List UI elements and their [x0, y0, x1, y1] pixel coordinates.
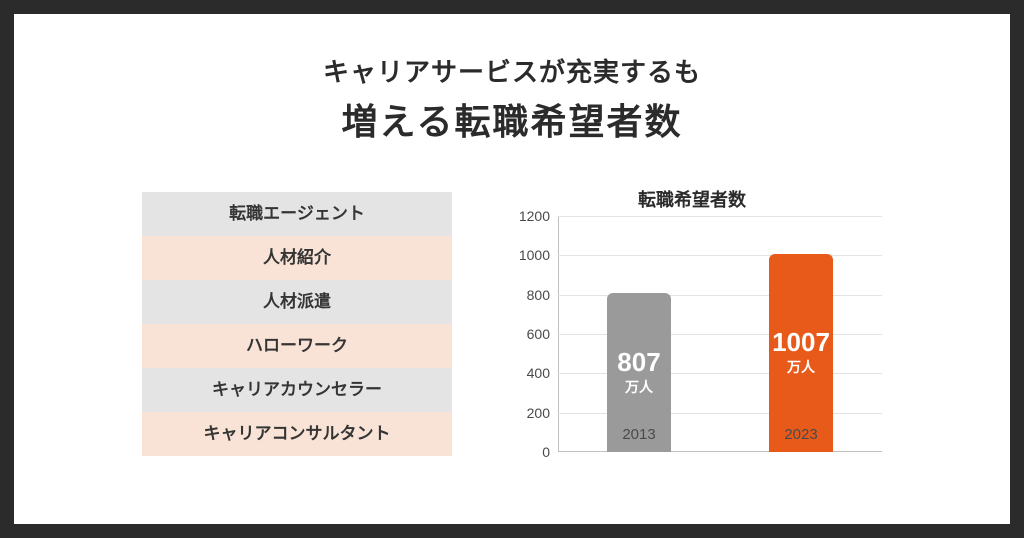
y-tick-label: 1200 [502, 208, 550, 224]
bar-value: 807 [617, 349, 660, 375]
y-tick-label: 400 [502, 365, 550, 381]
plot-area: 807万人1007万人 [558, 216, 882, 452]
y-axis: 020040060080010001200 [502, 216, 558, 452]
list-item: キャリアカウンセラー [142, 368, 452, 412]
y-tick-label: 0 [502, 444, 550, 460]
bar: 1007万人 [769, 254, 834, 452]
x-axis-labels: 2013 2023 [558, 426, 882, 450]
chart: 転職希望者数 020040060080010001200 807万人1007万人… [502, 186, 882, 476]
bar-unit: 万人 [787, 357, 815, 377]
bar-value: 1007 [772, 329, 830, 355]
y-tick-label: 800 [502, 287, 550, 303]
list-item: キャリアコンサルタント [142, 412, 452, 456]
list-item: 人材派遣 [142, 280, 452, 324]
bar-unit: 万人 [625, 377, 653, 397]
y-tick-label: 1000 [502, 247, 550, 263]
x-tick-label: 2013 [622, 426, 655, 443]
list-item: 人材紹介 [142, 236, 452, 280]
title-line1: キャリアサービスが充実するも [14, 52, 1010, 89]
title-line2: 増える転職希望者数 [14, 93, 1010, 145]
title-block: キャリアサービスが充実するも 増える転職希望者数 [14, 52, 1010, 145]
content-row: 転職エージェント人材紹介人材派遣ハローワークキャリアカウンセラーキャリアコンサル… [142, 186, 882, 476]
y-tick-label: 600 [502, 326, 550, 342]
frame: キャリアサービスが充実するも 増える転職希望者数 転職エージェント人材紹介人材派… [14, 14, 1010, 524]
list-item: 転職エージェント [142, 192, 452, 236]
grid-line [558, 255, 882, 256]
chart-plot: 020040060080010001200 807万人1007万人 [502, 216, 882, 452]
y-tick-label: 200 [502, 405, 550, 421]
grid-line [558, 216, 882, 217]
list-item: ハローワーク [142, 324, 452, 368]
chart-title: 転職希望者数 [502, 186, 882, 212]
x-tick-label: 2023 [784, 426, 817, 443]
service-list: 転職エージェント人材紹介人材派遣ハローワークキャリアカウンセラーキャリアコンサル… [142, 192, 452, 476]
